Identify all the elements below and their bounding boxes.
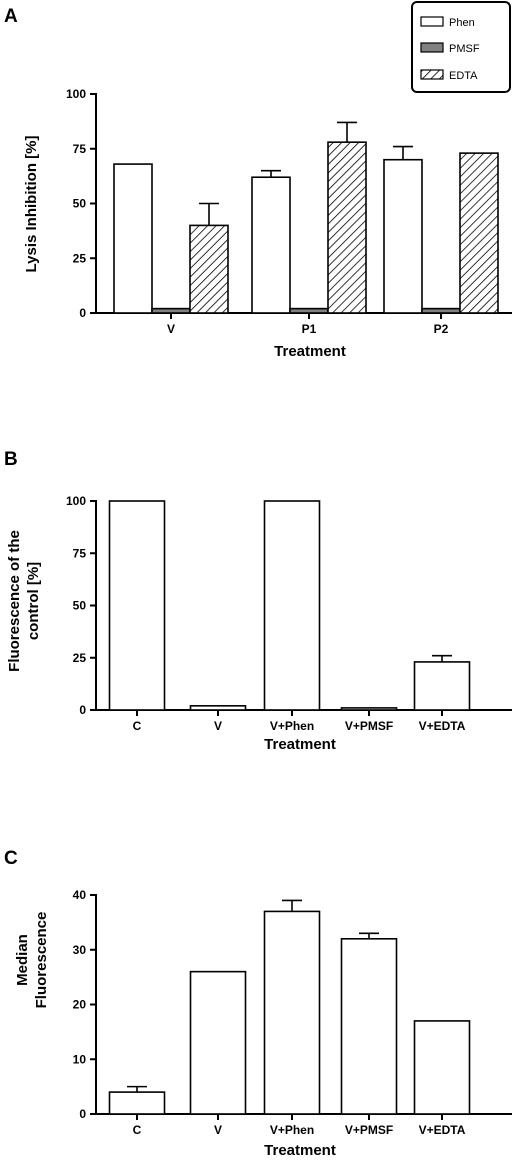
bar-v-edta <box>413 1020 471 1115</box>
bar-p1-edta <box>327 141 367 314</box>
bar-c <box>108 500 166 711</box>
y-tick-label: 25 <box>73 651 87 665</box>
y-axis-title-a: Lysis Inhibition [%] <box>23 136 40 273</box>
x-tick-label: V+EDTA <box>419 719 466 733</box>
y-tick-label: 0 <box>79 306 86 320</box>
y-tick-label: 50 <box>73 197 87 211</box>
bar-v-edta <box>413 661 471 711</box>
x-tick-label: C <box>133 1123 142 1137</box>
y-tick-label: 100 <box>66 494 86 508</box>
legend-swatch-edta <box>420 69 444 80</box>
x-tick-label: V+Phen <box>270 1123 314 1137</box>
x-tick-label: C <box>133 719 142 733</box>
y-tick-label: 50 <box>73 599 87 613</box>
panel-a-letter: A <box>4 6 18 27</box>
bar-v-pmsf <box>340 707 398 711</box>
x-tick-label: P1 <box>302 322 317 336</box>
y-tick-label: 100 <box>66 87 86 101</box>
bar-p1-phen <box>251 176 291 314</box>
x-tick-label: V <box>167 322 175 336</box>
x-axis-title-c: Treatment <box>264 1142 336 1159</box>
legend-swatch-pmsf <box>420 42 444 53</box>
x-tick-label: V+PMSF <box>345 719 393 733</box>
y-tick-label: 75 <box>73 546 87 560</box>
legend-label-phen: Phen <box>449 17 475 29</box>
panel-c: C 0 10 20 30 40 C V V+Phen V+PMSF V+EDTA Median F… <box>4 848 512 1159</box>
y-tick-label: 0 <box>79 703 86 717</box>
legend-swatch-phen <box>420 16 444 27</box>
bar-v-phen <box>263 500 321 711</box>
plot-c: 0 10 20 30 40 C V V+Phen V+PMSF V+EDTA <box>73 888 512 1137</box>
bar-c <box>108 1091 166 1115</box>
legend-label-pmsf: PMSF <box>449 43 480 55</box>
y-tick-label: 30 <box>73 943 87 957</box>
y-tick-label: 20 <box>73 998 87 1012</box>
bar-p2-phen <box>383 158 423 314</box>
y-axis-title-b-line2: control [%] <box>25 562 42 640</box>
x-tick-label: V+EDTA <box>419 1123 466 1137</box>
bar-v-phen <box>113 163 153 314</box>
x-axis-title-a: Treatment <box>274 343 346 360</box>
panel-b-letter: B <box>4 449 18 470</box>
x-tick-label: V+Phen <box>270 719 314 733</box>
x-axis-title-b: Treatment <box>264 736 336 753</box>
legend: Phen PMSF EDTA <box>411 1 511 93</box>
y-axis-title-c-line1: Median <box>14 934 31 986</box>
y-axis-title-c-line2: Fluorescence <box>33 912 50 1009</box>
y-tick-label: 0 <box>79 1107 86 1121</box>
panel-a: A Phen PMSF EDTA 0 25 50 75 100 V P1 P2 Lysis I… <box>4 1 512 360</box>
plot-a: 0 25 50 75 100 V P1 P2 <box>66 87 512 336</box>
bar-v-pmsf <box>340 937 398 1115</box>
bar-v-phen <box>263 910 321 1115</box>
x-tick-label: V <box>214 1123 222 1137</box>
bar-p2-pmsf <box>421 307 461 314</box>
bar-p1-pmsf <box>289 307 329 314</box>
bar-v <box>189 970 247 1115</box>
y-axis-title-b-line1: Fluorescence of the <box>6 530 23 672</box>
x-tick-label: V <box>214 719 222 733</box>
bar-p2-edta <box>459 152 499 314</box>
y-tick-label: 40 <box>73 888 87 902</box>
y-tick-label: 10 <box>73 1052 87 1066</box>
x-tick-label: P2 <box>434 322 449 336</box>
x-tick-label: V+PMSF <box>345 1123 393 1137</box>
bar-v-edta <box>189 224 229 314</box>
panel-b: B 0 25 50 75 100 C V V+Phen V+PMSF V+EDTA Fluores… <box>4 449 512 753</box>
panel-c-letter: C <box>4 848 18 869</box>
y-tick-label: 25 <box>73 251 87 265</box>
y-tick-label: 75 <box>73 142 87 156</box>
plot-b: 0 25 50 75 100 C V V+Phen V+PMSF V+EDTA <box>66 494 512 733</box>
bar-v <box>189 705 247 711</box>
legend-label-edta: EDTA <box>449 70 478 82</box>
bar-v-pmsf <box>151 307 191 314</box>
